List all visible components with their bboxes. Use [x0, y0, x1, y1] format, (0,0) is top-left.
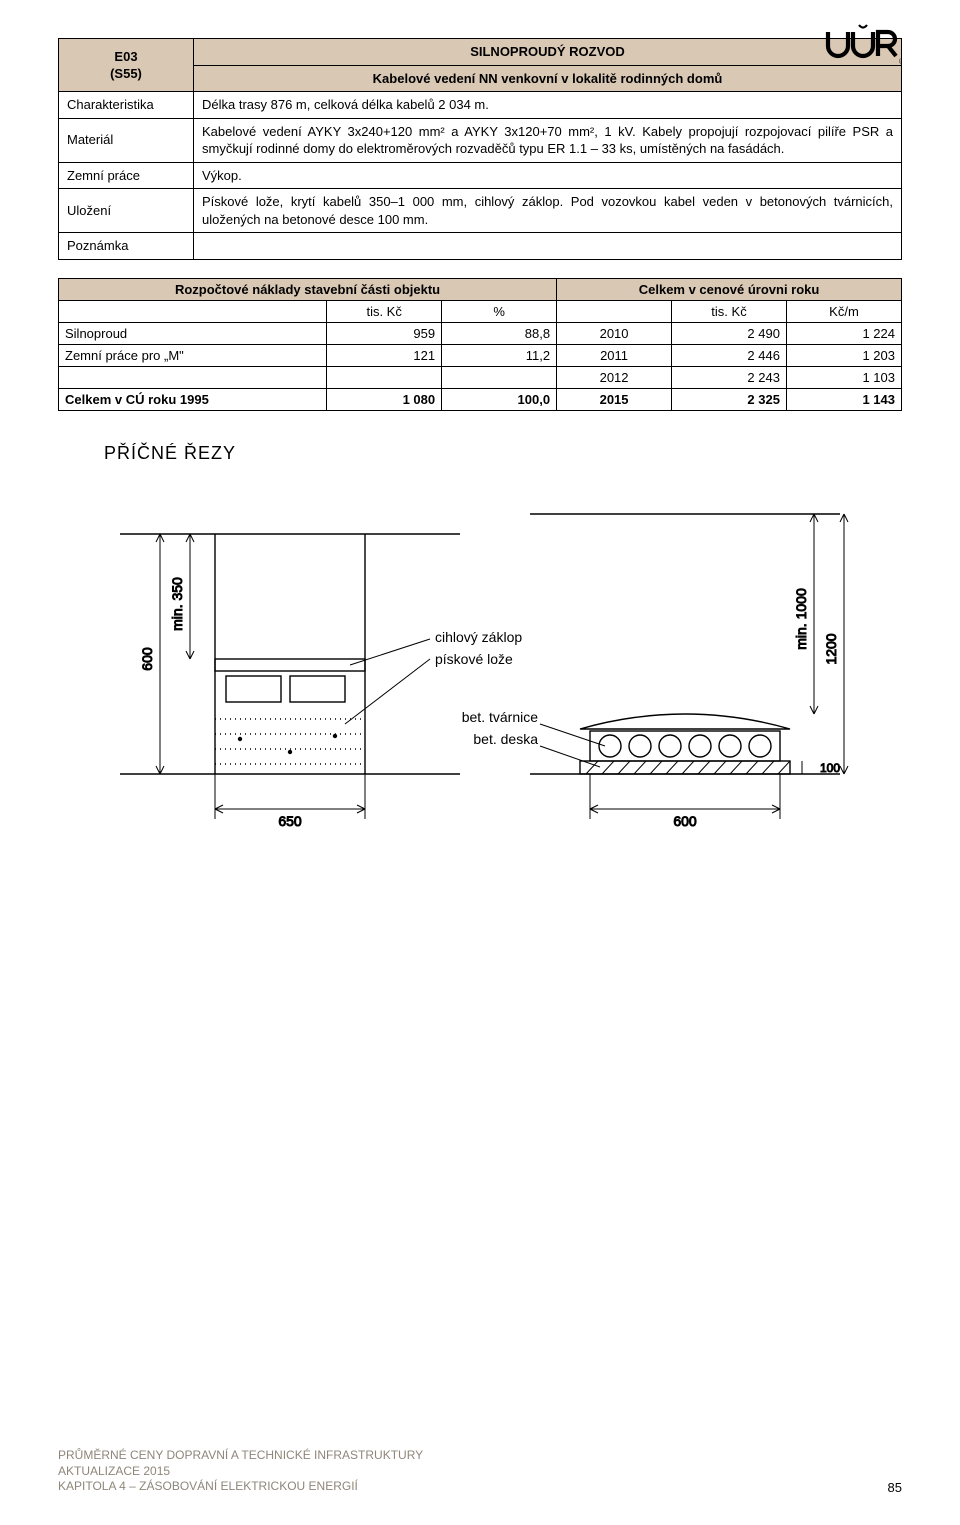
cost-sub-tiskc: tis. Kč: [327, 300, 442, 322]
dim-min1000: min. 1000: [793, 588, 809, 650]
footer-l3: KAPITOLA 4 – ZÁSOBOVÁNÍ ELEKTRICKOU ENER…: [58, 1479, 423, 1495]
svg-text:®: ®: [899, 57, 902, 66]
cost-row: 20122 2431 103: [59, 366, 902, 388]
cost-row: Celkem v CÚ roku 19951 080100,020152 325…: [59, 388, 902, 410]
page-number: 85: [888, 1480, 902, 1495]
row-ulozeni-label: Uložení: [59, 189, 194, 233]
cost-cell: 1 143: [786, 388, 901, 410]
title-1: SILNOPROUDÝ ROZVOD: [194, 39, 902, 66]
diagram: PŘÍČNÉ ŘEZY: [58, 443, 902, 897]
row-material-label: Materiál: [59, 118, 194, 162]
row-poznamka-label: Poznámka: [59, 233, 194, 260]
row-material: Kabelové vedení AYKY 3x240+120 mm² a AYK…: [194, 118, 902, 162]
label-tvarnice: bet. tvárnice: [462, 709, 538, 725]
cost-table: Rozpočtové náklady stavební části objekt…: [58, 278, 902, 411]
cost-cell: 11,2: [442, 344, 557, 366]
cost-cell: 2010: [557, 322, 672, 344]
cost-row: Silnoproud95988,820102 4901 224: [59, 322, 902, 344]
cost-cell: [442, 366, 557, 388]
cost-cell: 2 243: [672, 366, 787, 388]
dim-650: 650: [278, 813, 302, 829]
row-charakteristika-label: Charakteristika: [59, 92, 194, 119]
dim-600: 600: [139, 647, 155, 671]
row-ulozeni: Pískové lože, krytí kabelů 350–1 000 mm,…: [194, 189, 902, 233]
title-2: Kabelové vedení NN venkovní v lokalitě r…: [194, 65, 902, 92]
cost-cell: [59, 366, 327, 388]
cost-cell: [327, 366, 442, 388]
row-zemni-label: Zemní práce: [59, 162, 194, 189]
row-charakteristika: Délka trasy 876 m, celková délka kabelů …: [194, 92, 902, 119]
diagram-title: PŘÍČNÉ ŘEZY: [104, 443, 902, 464]
cost-cell: Celkem v CÚ roku 1995: [59, 388, 327, 410]
cost-right-header: Celkem v cenové úrovni roku: [557, 278, 902, 300]
footer-l2: AKTUALIZACE 2015: [58, 1464, 423, 1480]
cost-cell: 121: [327, 344, 442, 366]
label-deska: bet. deska: [473, 731, 538, 747]
page-footer: PRŮMĚRNÉ CENY DOPRAVNÍ A TECHNICKÉ INFRA…: [58, 1448, 902, 1495]
row-zemni: Výkop.: [194, 162, 902, 189]
cost-cell: 959: [327, 322, 442, 344]
cost-cell: 1 224: [786, 322, 901, 344]
cost-cell: 1 203: [786, 344, 901, 366]
code-s55: (S55): [67, 65, 185, 83]
cost-cell: Zemní práce pro „M": [59, 344, 327, 366]
dim-600r: 600: [673, 813, 697, 829]
cost-cell: 1 103: [786, 366, 901, 388]
label-piskove: pískové lože: [435, 651, 513, 667]
cost-row: Zemní práce pro „M"12111,220112 4461 203: [59, 344, 902, 366]
cost-cell: 2012: [557, 366, 672, 388]
cost-cell: 2011: [557, 344, 672, 366]
cost-cell: 2015: [557, 388, 672, 410]
logo: ®: [824, 24, 902, 71]
dim-100: 100: [820, 761, 840, 775]
cost-cell: 2 490: [672, 322, 787, 344]
spec-table: E03 (S55) SILNOPROUDÝ ROZVOD Kabelové ve…: [58, 38, 902, 260]
cost-sub-pct: %: [442, 300, 557, 322]
cost-cell: 1 080: [327, 388, 442, 410]
cost-sub-kcm: Kč/m: [786, 300, 901, 322]
footer-l1: PRŮMĚRNÉ CENY DOPRAVNÍ A TECHNICKÉ INFRA…: [58, 1448, 423, 1464]
cost-left-header: Rozpočtové náklady stavební části objekt…: [59, 278, 557, 300]
cost-cell: 100,0: [442, 388, 557, 410]
cost-sub-tiskc2: tis. Kč: [672, 300, 787, 322]
cost-cell: 2 446: [672, 344, 787, 366]
row-poznamka: [194, 233, 902, 260]
label-cihlovy: cihlový záklop: [435, 629, 522, 645]
cost-cell: 88,8: [442, 322, 557, 344]
dim-min350: min. 350: [169, 577, 185, 631]
dim-1200: 1200: [823, 633, 839, 664]
code-e03: E03: [67, 48, 185, 66]
cost-cell: Silnoproud: [59, 322, 327, 344]
cost-cell: 2 325: [672, 388, 787, 410]
